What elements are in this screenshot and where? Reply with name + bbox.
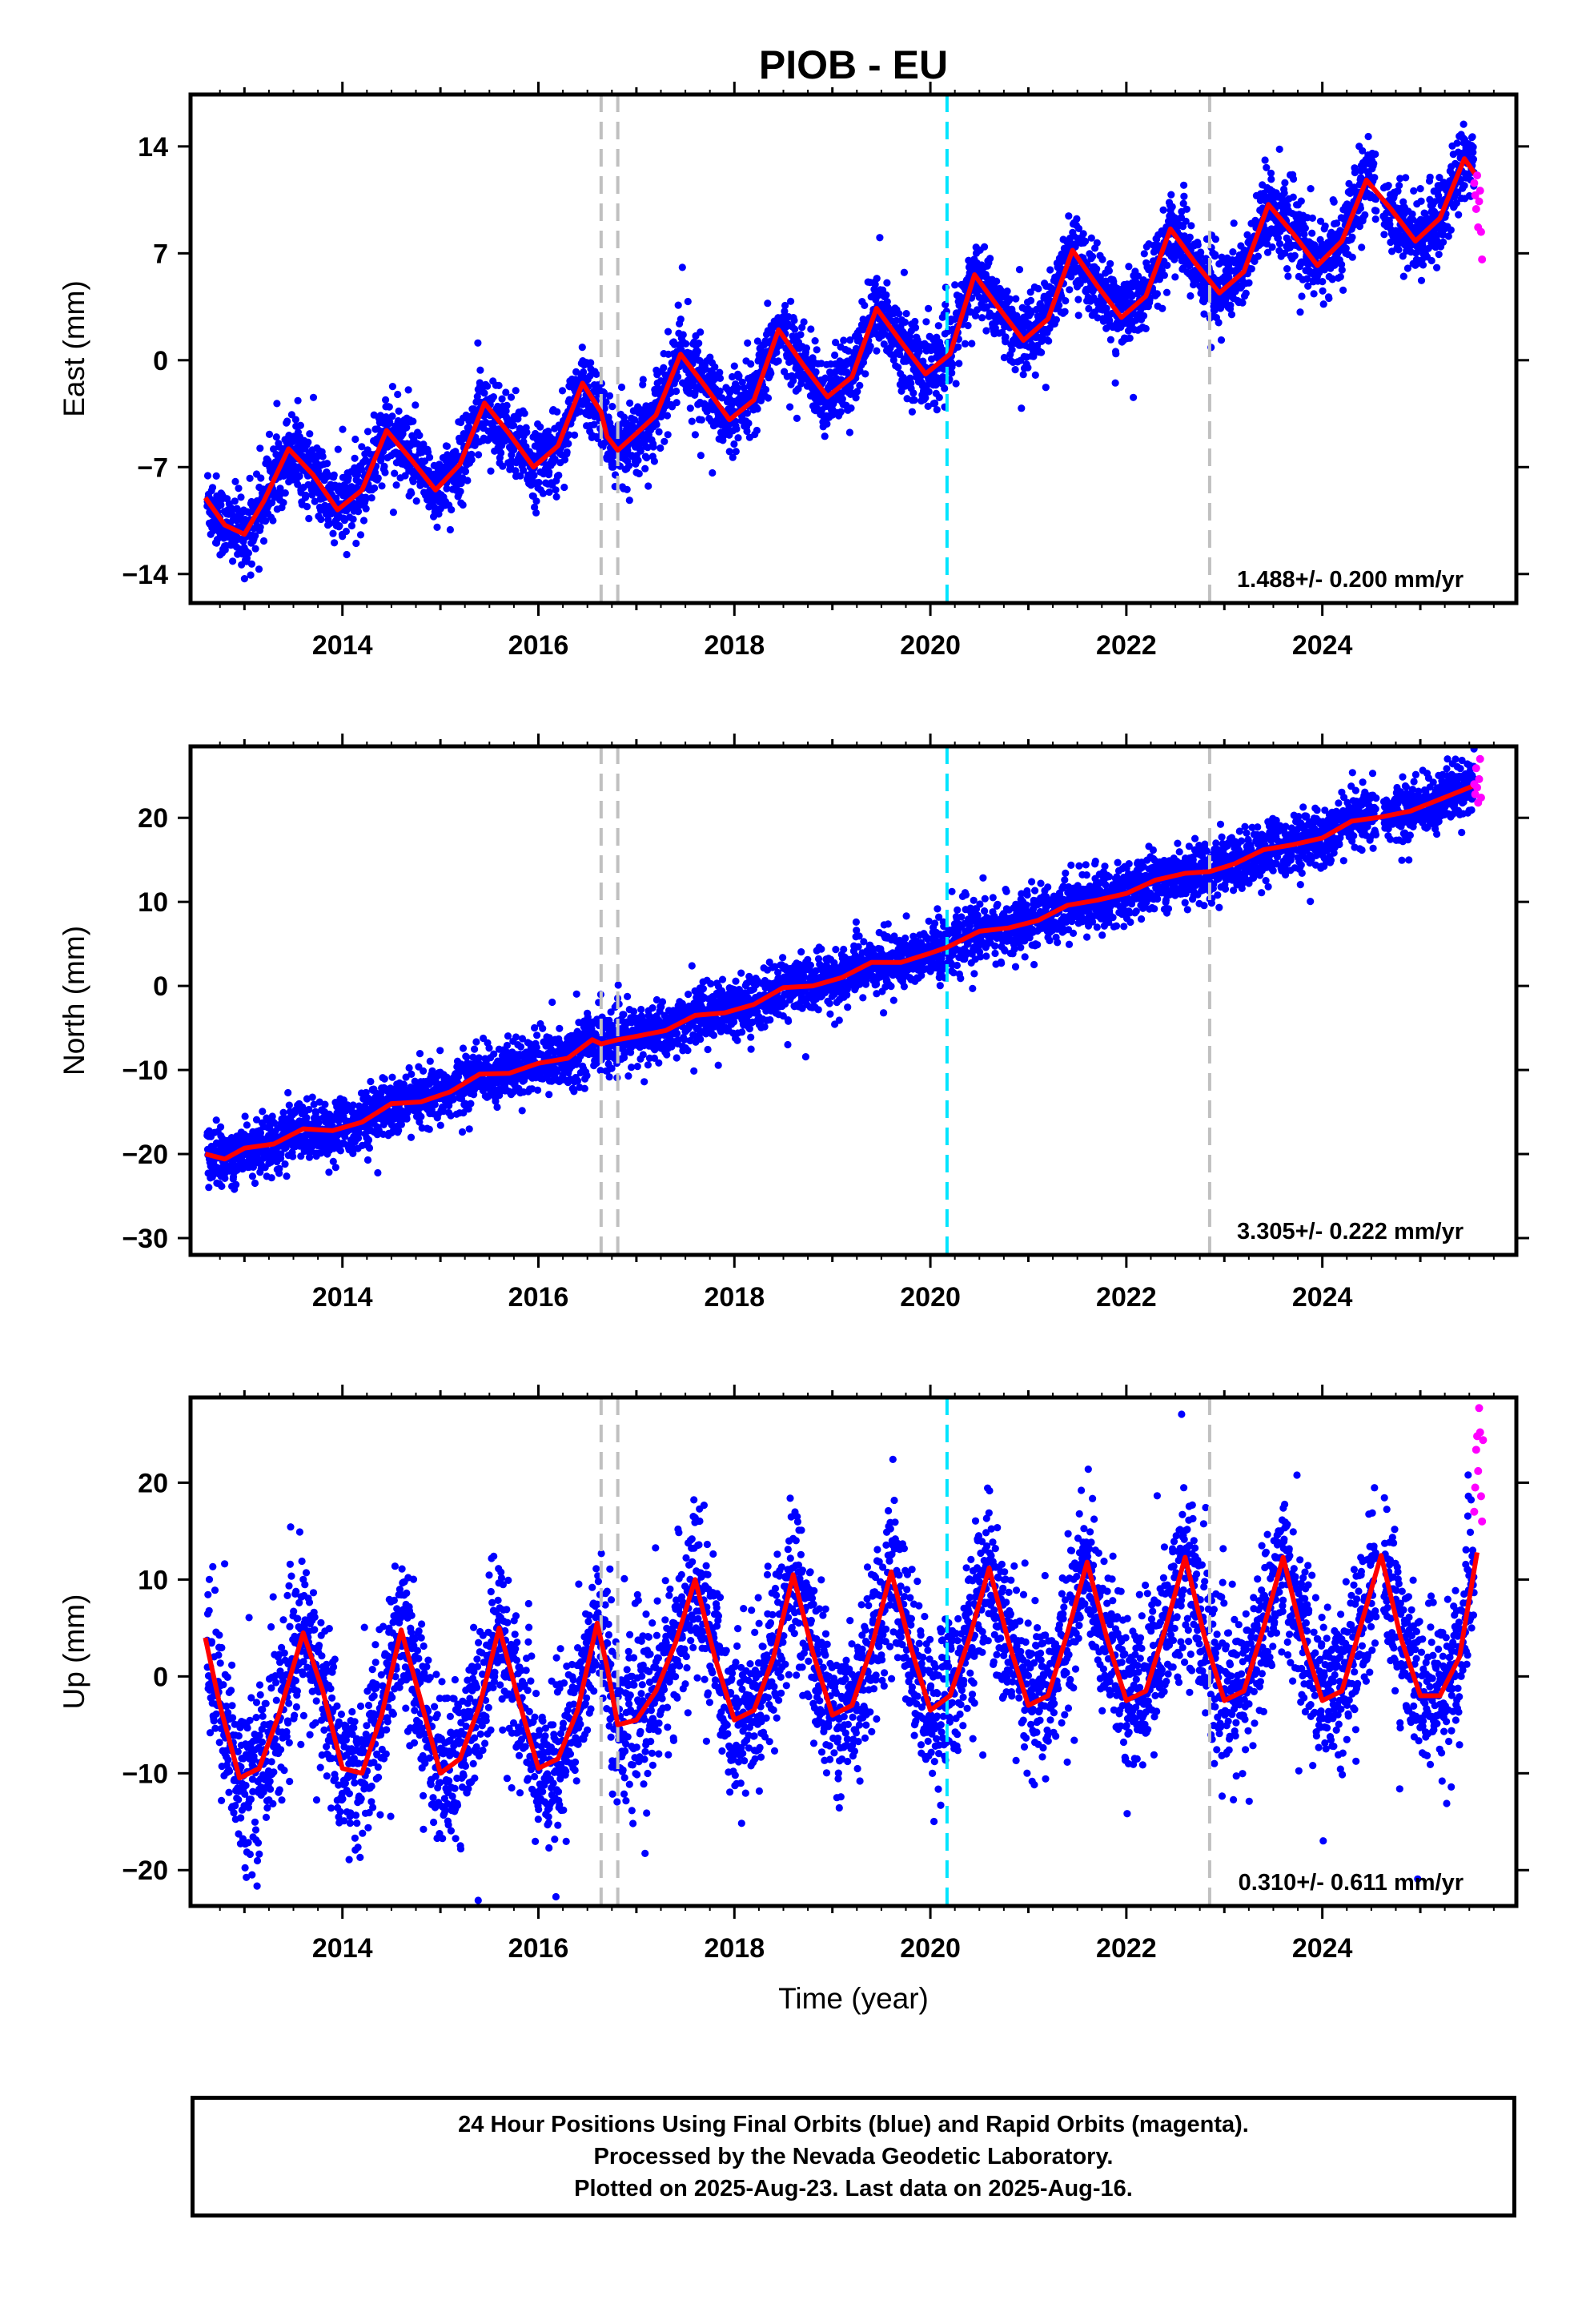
footer-box: 24 Hour Positions Using Final Orbits (bl…	[191, 2096, 1516, 2217]
up-rapid-point	[1474, 1467, 1482, 1475]
north-ytick-label: 10	[138, 887, 168, 918]
east-y-axis-title: East (mm)	[58, 280, 90, 417]
north-rapid-point	[1473, 783, 1481, 791]
north-rapid-point	[1477, 794, 1485, 802]
north-panel: 2014 2016 2018 2020 2022 2024 −30 −20 −10 0 10 20 No…	[58, 734, 1529, 1313]
east-rapid-point	[1473, 171, 1481, 179]
east-xtick-label: 2024	[1292, 630, 1353, 661]
east-ytick-label: −14	[122, 560, 168, 590]
up-xtick-label: 2022	[1096, 1933, 1157, 1964]
east-ytick-label: −7	[137, 452, 168, 483]
up-panel: 2014 2016 2018 2020 2022 2024 −20 −10 0 10 20 Up (m…	[58, 1385, 1529, 2015]
up-ytick-label: −20	[122, 1856, 168, 1886]
north-ytick-label: 0	[153, 971, 168, 1002]
east-rate-label: 1.488+/- 0.200 mm/yr	[1237, 567, 1464, 593]
up-rapid-point	[1477, 1492, 1485, 1500]
north-ytick-label: −20	[122, 1140, 168, 1170]
up-ytick-label: 20	[138, 1468, 168, 1498]
east-final-orbit-cloud	[203, 121, 1478, 583]
footer-line-1: 24 Hour Positions Using Final Orbits (bl…	[458, 2109, 1249, 2141]
east-ytick-label: 7	[153, 239, 168, 269]
north-rapid-point	[1476, 755, 1484, 763]
east-rapid-point	[1470, 179, 1478, 187]
east-ytick-label: 14	[138, 132, 168, 163]
up-y-axis-title: Up (mm)	[58, 1594, 90, 1710]
north-xtick-label: 2014	[312, 1282, 373, 1313]
east-rapid-point	[1472, 205, 1480, 213]
north-rapid-point	[1472, 764, 1480, 772]
north-ytick-label: −10	[122, 1055, 168, 1086]
north-xtick-label: 2018	[704, 1282, 765, 1313]
east-xtick-label: 2014	[312, 630, 373, 661]
north-xtick-label: 2022	[1096, 1282, 1157, 1313]
up-ytick-label: 0	[153, 1662, 168, 1692]
up-ytick-label: −10	[122, 1759, 168, 1789]
north-ytick-label: −30	[122, 1224, 168, 1254]
east-ytick-label: 0	[153, 346, 168, 376]
east-rapid-point	[1477, 228, 1485, 236]
north-xtick-label: 2016	[508, 1282, 569, 1313]
footer-line-3: Plotted on 2025-Aug-23. Last data on 202…	[574, 2173, 1133, 2205]
north-final-orbit-cloud	[203, 746, 1478, 1193]
up-xtick-label: 2020	[900, 1933, 961, 1964]
north-final-orbit-points	[203, 746, 1478, 1193]
up-rapid-point	[1478, 1518, 1486, 1526]
north-rate-label: 3.305+/- 0.222 mm/yr	[1237, 1219, 1464, 1244]
north-y-axis-title: North (mm)	[58, 926, 90, 1076]
up-rapid-point	[1476, 1429, 1484, 1437]
up-rapid-point	[1472, 1445, 1480, 1454]
north-xtick-label: 2020	[900, 1282, 961, 1313]
east-xtick-label: 2018	[704, 630, 765, 661]
east-rapid-point	[1478, 255, 1486, 263]
north-rapid-point	[1475, 775, 1483, 783]
east-xtick-label: 2020	[900, 630, 961, 661]
page-title: PIOB - EU	[759, 42, 948, 87]
up-xtick-label: 2014	[312, 1933, 373, 1964]
up-rapid-point	[1472, 1483, 1480, 1491]
footer-line-2: Processed by the Nevada Geodetic Laborat…	[594, 2141, 1114, 2173]
up-rapid-point	[1479, 1436, 1487, 1444]
north-xtick-label: 2024	[1292, 1282, 1353, 1313]
east-panel: 2014 2016 2018 2020 2022 2024 −14 −7 0 7 14 East (m…	[58, 82, 1529, 661]
up-rapid-point	[1475, 1404, 1483, 1412]
up-rate-label: 0.310+/- 0.611 mm/yr	[1239, 1870, 1464, 1896]
north-ytick-label: 20	[138, 803, 168, 834]
up-rapid-point	[1470, 1508, 1478, 1516]
up-xtick-label: 2018	[704, 1933, 765, 1964]
east-xtick-label: 2016	[508, 630, 569, 661]
up-x-axis-title: Time (year)	[778, 1982, 929, 2015]
east-rapid-point	[1476, 187, 1484, 195]
up-xtick-label: 2024	[1292, 1933, 1353, 1964]
east-rapid-point	[1475, 197, 1483, 205]
up-ytick-label: 10	[138, 1565, 168, 1595]
east-xtick-label: 2022	[1096, 630, 1157, 661]
east-final-orbit-points	[203, 121, 1478, 583]
up-xtick-label: 2016	[508, 1933, 569, 1964]
